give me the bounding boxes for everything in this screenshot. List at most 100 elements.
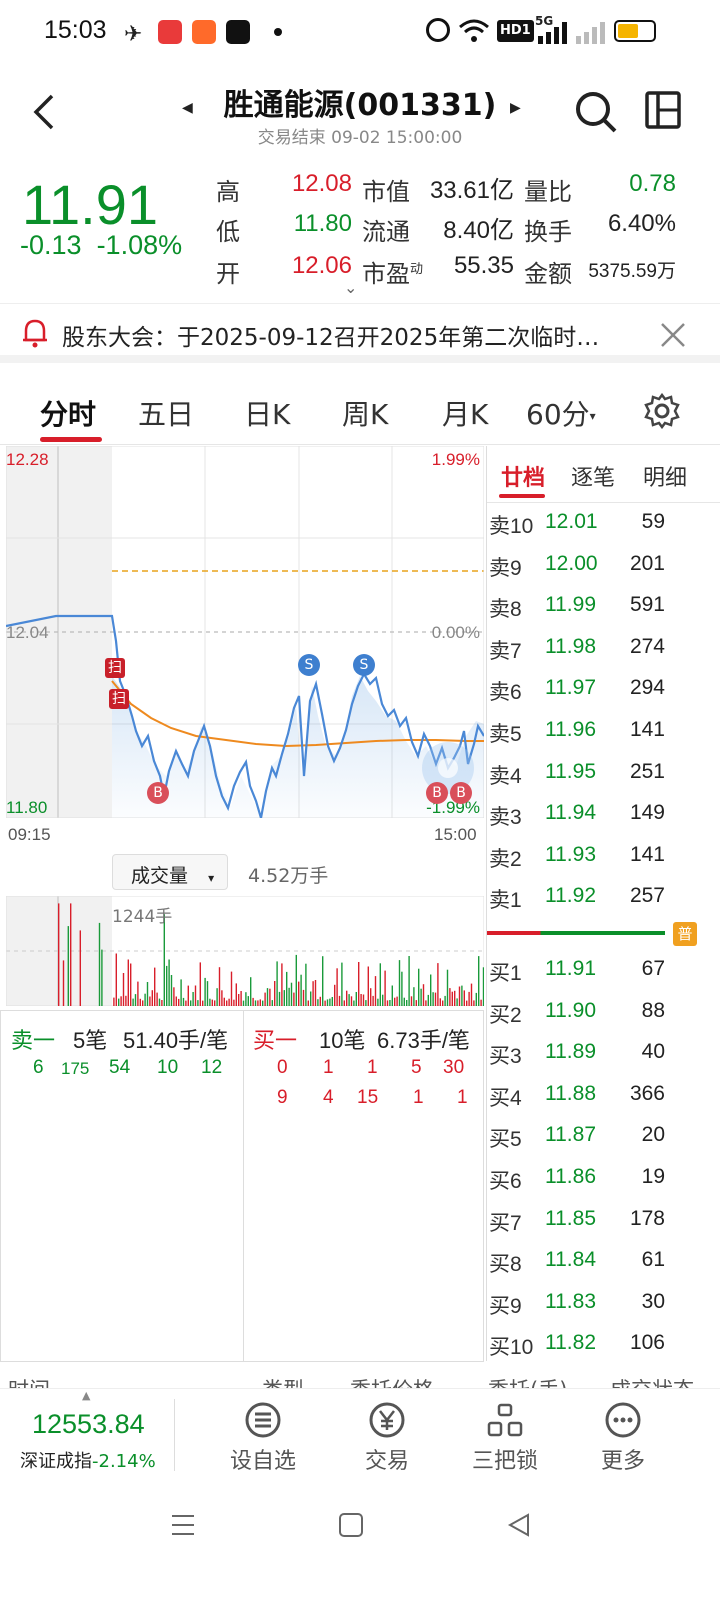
back-nav-icon[interactable] [506,1512,532,1538]
tab-weekly-k[interactable]: 周K [342,398,389,431]
ask-row[interactable]: 卖9 12.00 201 [487,544,720,586]
ask-level-label: 卖5 [489,723,522,746]
bid-row[interactable]: 买1 11.91 67 [487,949,720,991]
volume-bar [161,1000,163,1006]
bid-row[interactable]: 买8 11.84 61 [487,1240,720,1282]
bid-row[interactable]: 买5 11.87 20 [487,1115,720,1157]
volume-bar [79,930,81,1006]
nav-three-locks[interactable]: 三把锁 [450,1401,560,1475]
home-icon[interactable] [338,1512,364,1538]
volume-bar [144,993,146,1006]
volume-bar [298,981,300,1006]
y-axis-min: 11.80 [6,798,48,817]
ask-price: 11.92 [545,884,596,908]
buy-one-value: 9 [277,1087,288,1108]
volume-bar [221,990,223,1006]
nav-add-watchlist[interactable]: 设自选 [208,1401,318,1475]
expand-up-icon[interactable]: ▲ [82,1389,91,1402]
volume-bar [247,996,249,1006]
quote-summary: 11.91 -0.13 -1.08% 高 12.08 低 11.80 开 12.… [0,160,720,300]
volume-bar [434,992,437,1006]
notice-bar[interactable]: 股东大会：于2025-09-12召开2025年第二次临时… [0,303,720,363]
nav-trade[interactable]: 交易 [332,1401,442,1475]
close-icon[interactable] [660,322,686,348]
bid-row[interactable]: 买10 11.82 106 [487,1323,720,1365]
index-value[interactable]: 12553.84 [32,1409,145,1439]
volume-bar [125,995,127,1006]
ask-row[interactable]: 卖3 11.94 149 [487,793,720,835]
turnover-value: 6.40% [607,210,676,237]
volume-bar [346,990,348,1006]
ask-row[interactable]: 卖6 11.97 294 [487,668,720,710]
sell-one-value: 12 [201,1057,223,1078]
buy-marker-icon[interactable]: B [426,782,448,804]
book-tab-detail[interactable]: 明细 [643,466,688,491]
stock-header: ◀ 胜通能源(001331) ▶ 交易结束 09-02 15:00:00 [0,62,720,152]
search-icon[interactable] [574,90,618,134]
sell-marker-icon[interactable]: S [353,654,375,676]
ask-row[interactable]: 卖10 12.01 59 [487,502,720,544]
expand-chevron-icon[interactable]: ⌄ [344,278,358,297]
buy-marker-icon[interactable]: B [450,782,472,804]
bid-row[interactable]: 买9 11.83 30 [487,1282,720,1324]
buy-marker-icon[interactable]: B [147,782,169,804]
volume-bar [307,1000,309,1006]
volume-header: 成交量 ▾ 4.52万手 [0,852,484,892]
bid-row[interactable]: 买7 11.85 178 [487,1199,720,1241]
next-stock-icon[interactable]: ▶ [510,100,521,116]
volume-bar [314,980,317,1006]
tab-daily-k[interactable]: 日K [244,398,291,431]
volume-bar [134,994,137,1006]
bid-row[interactable]: 买4 11.88 366 [487,1074,720,1116]
level-badge[interactable]: 普 [673,922,697,946]
nav-more[interactable]: 更多 [568,1401,678,1475]
ask-row[interactable]: 卖4 11.95 251 [487,752,720,794]
book-tab-twenty[interactable]: 廿档 [501,466,546,491]
volume-bar [151,990,153,1006]
index-name-row[interactable]: 深证成指-2.14% [20,1447,156,1473]
volume-bar [214,1000,216,1006]
bid-row[interactable]: 买2 11.90 88 [487,991,720,1033]
volume-bar [470,983,473,1006]
tab-monthly-k[interactable]: 月K [442,398,489,431]
volume-bar [336,968,338,1006]
tab-60min[interactable]: 60分▾ [526,393,596,433]
volume-bar [274,981,276,1006]
volratio-value: 0.78 [629,170,676,197]
ask-row[interactable]: 卖2 11.93 141 [487,835,720,877]
ask-row[interactable]: 卖5 11.96 141 [487,710,720,752]
volume-chart[interactable]: 1244手 [6,896,484,1006]
volume-bar [259,999,261,1006]
layout-switch-icon[interactable] [644,90,682,130]
ask-price: 11.95 [545,759,596,783]
tab-intraday[interactable]: 分时 [40,398,97,431]
sell-one-count: 5笔 [73,1028,108,1053]
sell-marker-icon[interactable]: S [298,654,320,676]
ask-row[interactable]: 卖1 11.92 257 [487,876,720,918]
prev-stock-icon[interactable]: ◀ [182,100,193,116]
volume-dropdown[interactable]: 成交量 ▾ [112,854,228,890]
volume-bar [367,966,369,1006]
back-icon[interactable] [30,92,58,132]
intraday-chart[interactable]: 12.28 12.04 11.80 1.99% 0.00% -1.99% 扫 扫… [6,446,484,818]
ask-row[interactable]: 卖8 11.99 591 [487,585,720,627]
tab-five-day[interactable]: 五日 [138,398,195,431]
table-header-cell: 委托价格 [350,1374,434,1388]
volume-bar [194,985,197,1006]
active-tab-indicator [40,437,102,442]
buy-one-value: 0 [277,1057,288,1078]
scan-marker-icon[interactable]: 扫 [105,658,125,678]
sell-one-value: 10 [157,1057,179,1078]
volume-bar [444,995,446,1006]
ask-price: 11.96 [545,718,596,741]
bid-row[interactable]: 买6 11.86 19 [487,1157,720,1199]
ask-row[interactable]: 卖7 11.98 274 [487,627,720,669]
bid-row[interactable]: 买3 11.89 40 [487,1032,720,1074]
volume-bar [394,997,396,1006]
book-tab-tick[interactable]: 逐笔 [571,466,616,491]
settings-gear-icon[interactable] [644,393,680,429]
menu-icon[interactable] [170,1512,196,1538]
ask-price: 11.99 [545,593,596,617]
scan-marker-icon[interactable]: 扫 [109,689,129,709]
tab-60min-label: 60分 [526,398,590,431]
